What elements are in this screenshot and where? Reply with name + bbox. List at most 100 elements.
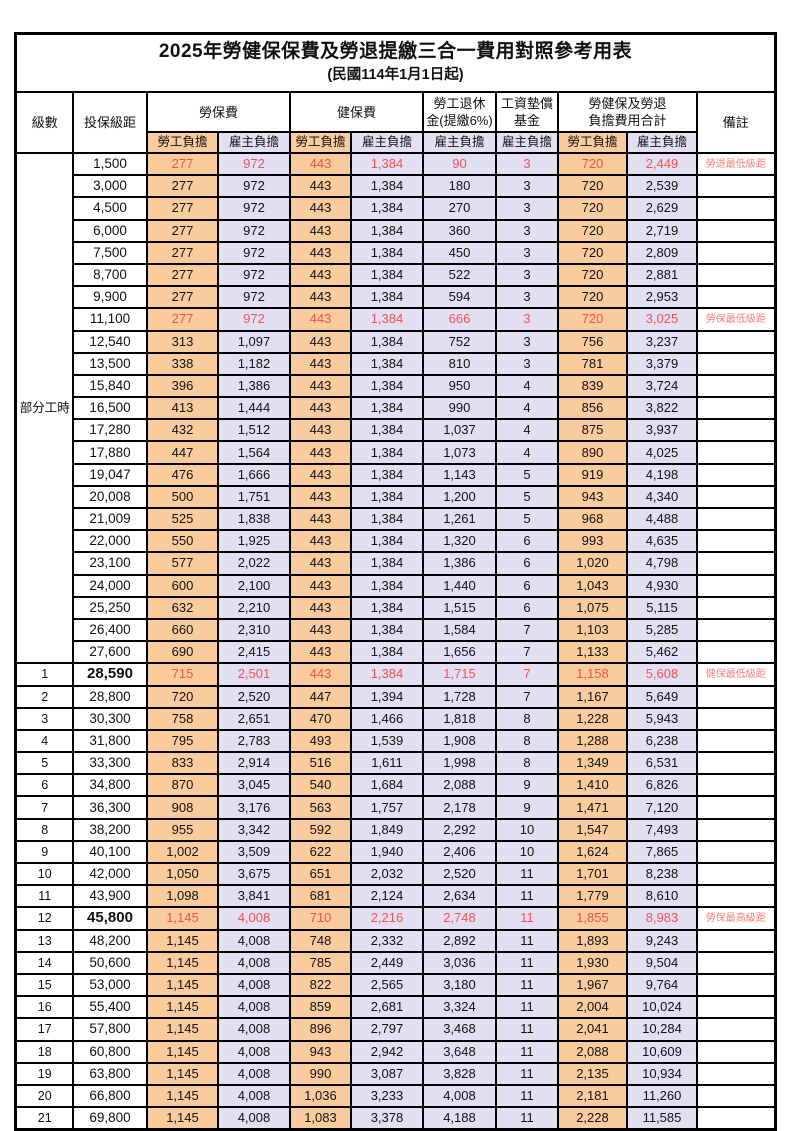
cell-note [695,262,777,288]
cell-health-emp: 785 [288,950,352,975]
header-level: 級數 [14,91,74,154]
cell-wage-fund-er: 11 [494,1017,559,1042]
cell-health-er: 1,384 [349,551,424,576]
cell-health-er: 2,216 [349,906,424,931]
cell-total-er: 5,649 [625,684,698,709]
cell-health-emp: 443 [288,285,352,310]
cell-total-emp: 1,967 [556,972,628,998]
cell-pension-er: 752 [421,329,497,354]
cell-bracket: 23,100 [71,551,148,576]
cell-pension-er: 594 [421,285,497,310]
table-row: 11 43,900 1,098 3,841 681 2,124 2,634 11 1,779 8,… [14,884,777,909]
cell-total-er: 4,488 [625,506,698,532]
cell-health-er: 1,466 [349,706,424,731]
cell-labor-emp: 720 [145,684,219,709]
cell-labor-emp: 277 [145,262,219,288]
cell-total-emp: 1,228 [556,706,628,731]
cell-total-emp: 1,855 [556,906,628,931]
cell-bracket: 48,200 [71,928,148,953]
cell-wage-fund-er: 11 [494,972,559,998]
cell-pension-er: 3,468 [421,1017,497,1042]
cell-pension-er: 1,515 [421,595,497,620]
cell-health-er: 1,384 [349,440,424,465]
cell-pension-er: 3,828 [421,1061,497,1086]
cell-level: 17 [14,1017,74,1042]
cell-total-er: 8,238 [625,861,698,887]
cell-bracket: 19,047 [71,462,148,487]
cell-wage-fund-er: 11 [494,928,559,953]
cell-pension-er: 810 [421,351,497,376]
cell-note [695,1106,777,1131]
cell-health-emp: 710 [288,906,352,931]
cell-level: 12 [14,906,74,931]
cell-note [695,928,777,953]
cell-labor-er: 1,751 [216,484,291,510]
cell-total-er: 4,635 [625,529,698,554]
cell-wage-fund-er: 11 [494,884,559,909]
cell-labor-emp: 1,098 [145,884,219,909]
cell-bracket: 55,400 [71,995,148,1020]
cell-total-emp: 890 [556,440,628,465]
cell-note [695,1039,777,1064]
title-cell: 2025年勞健保保費及勞退提繳三合一費用對照參考用表 (民國114年1月1日起) [14,32,777,93]
cell-bracket: 24,000 [71,573,148,598]
table-row: 4 31,800 795 2,783 493 1,539 1,908 8 1,288 6,238 [14,728,777,754]
cell-health-emp: 443 [288,573,352,598]
cell-health-emp: 943 [288,1039,352,1064]
cell-labor-emp: 277 [145,196,219,221]
cell-note [695,617,777,643]
cell-pension-er: 2,178 [421,795,497,820]
cell-health-emp: 443 [288,662,352,687]
cell-total-er: 3,937 [625,418,698,443]
cell-labor-er: 1,666 [216,462,291,487]
cell-total-emp: 1,158 [556,662,628,687]
cell-health-er: 1,384 [349,262,424,288]
cell-total-er: 3,724 [625,373,698,399]
cell-labor-er: 972 [216,218,291,243]
cell-note [695,573,777,598]
cell-pension-er: 2,520 [421,861,497,887]
table-row: 20 66,800 1,145 4,008 1,036 3,233 4,008 11 2,181… [14,1083,777,1109]
cell-pension-er: 2,406 [421,839,497,865]
cell-health-emp: 443 [288,418,352,443]
cell-wage-fund-er: 4 [494,418,559,443]
cell-labor-emp: 413 [145,396,219,421]
cell-wage-fund-er: 4 [494,440,559,465]
cell-bracket: 25,250 [71,595,148,620]
cell-bracket: 60,800 [71,1039,148,1064]
cell-labor-er: 2,100 [216,573,291,598]
cell-bracket: 63,800 [71,1061,148,1086]
cell-labor-er: 2,310 [216,617,291,643]
cell-health-er: 1,940 [349,839,424,865]
header-pension-employer-share: 雇主負擔 [421,131,497,154]
cell-bracket: 42,000 [71,861,148,887]
cell-wage-fund-er: 6 [494,551,559,576]
cell-bracket: 26,400 [71,617,148,643]
cell-labor-er: 2,501 [216,662,291,687]
table-row: 6,000 277 972 443 1,384 360 3 720 2,719 [16,218,777,243]
cell-health-er: 1,384 [349,595,424,620]
cell-health-er: 3,087 [349,1061,424,1086]
cell-pension-er: 4,188 [421,1106,497,1131]
cell-note [695,795,777,820]
cell-total-er: 2,539 [625,174,698,199]
cell-labor-er: 1,182 [216,351,291,376]
cell-total-er: 9,504 [625,950,698,975]
cell-health-emp: 443 [288,551,352,576]
cell-labor-er: 4,008 [216,1061,291,1086]
cell-labor-emp: 1,145 [145,1083,219,1109]
cell-wage-fund-er: 10 [494,839,559,865]
cell-level: 14 [14,950,74,975]
cell-total-er: 4,025 [625,440,698,465]
cell-wage-fund-er: 7 [494,640,559,665]
cell-note [695,595,777,620]
cell-health-er: 1,384 [349,506,424,532]
cell-total-emp: 943 [556,484,628,510]
cell-note [695,196,777,221]
cell-total-emp: 1,471 [556,795,628,820]
cell-total-er: 6,826 [625,773,698,798]
table-row: 2 28,800 720 2,520 447 1,394 1,728 7 1,167 5,649 [14,684,777,709]
cell-health-emp: 681 [288,884,352,909]
cell-labor-er: 4,008 [216,1039,291,1064]
cell-labor-emp: 660 [145,617,219,643]
